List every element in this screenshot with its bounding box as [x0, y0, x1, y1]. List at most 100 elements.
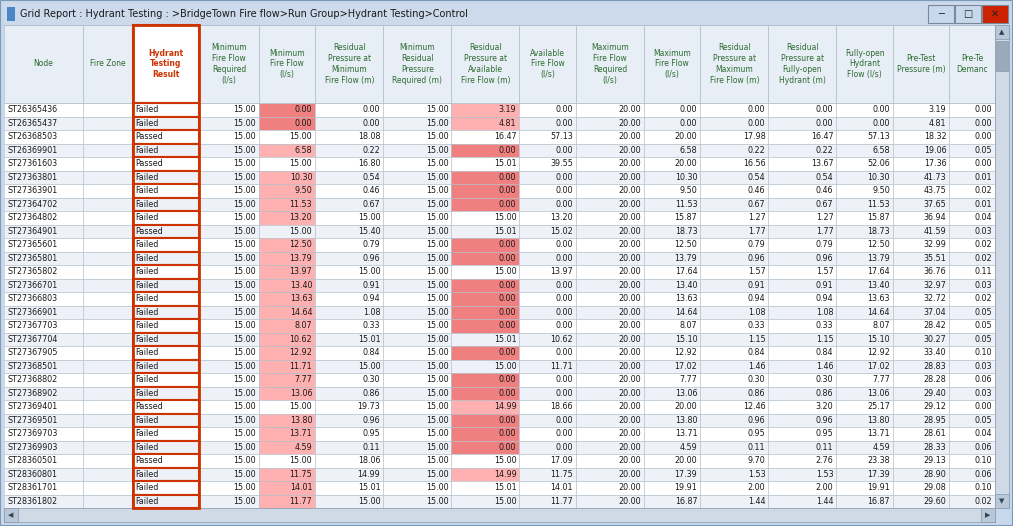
- Bar: [258, 25, 315, 103]
- Bar: [575, 373, 644, 387]
- Text: 17.64: 17.64: [675, 267, 697, 276]
- Text: 13.80: 13.80: [675, 416, 697, 425]
- Bar: [892, 211, 949, 225]
- Text: 15.00: 15.00: [290, 227, 312, 236]
- Text: Failed: Failed: [136, 186, 159, 195]
- Text: 15.00: 15.00: [233, 281, 256, 290]
- Bar: [4, 481, 83, 494]
- Bar: [520, 454, 575, 468]
- Text: 15.40: 15.40: [358, 227, 380, 236]
- Text: 0.00: 0.00: [499, 443, 517, 452]
- Text: ST27369401: ST27369401: [7, 402, 58, 411]
- Bar: [452, 346, 520, 359]
- Text: 41.73: 41.73: [924, 173, 946, 182]
- Bar: [837, 454, 892, 468]
- Bar: [892, 25, 949, 103]
- Text: 15.00: 15.00: [233, 213, 256, 222]
- Bar: [258, 494, 315, 508]
- Bar: [520, 319, 575, 332]
- Text: 32.72: 32.72: [924, 294, 946, 304]
- Bar: [83, 413, 133, 427]
- Bar: [949, 251, 995, 265]
- Bar: [892, 359, 949, 373]
- Bar: [4, 332, 83, 346]
- Text: 15.00: 15.00: [233, 173, 256, 182]
- Text: 16.87: 16.87: [867, 497, 889, 506]
- Bar: [83, 197, 133, 211]
- Bar: [452, 332, 520, 346]
- Text: 0.00: 0.00: [816, 119, 834, 128]
- Bar: [892, 427, 949, 440]
- Text: 0.00: 0.00: [555, 200, 573, 209]
- Text: ─: ─: [938, 9, 944, 19]
- Text: 1.57: 1.57: [815, 267, 834, 276]
- Bar: [575, 265, 644, 278]
- Bar: [892, 346, 949, 359]
- Bar: [83, 278, 133, 292]
- Bar: [949, 440, 995, 454]
- Text: 0.00: 0.00: [499, 173, 517, 182]
- Bar: [949, 494, 995, 508]
- Text: 0.91: 0.91: [815, 281, 834, 290]
- Bar: [520, 157, 575, 170]
- Bar: [837, 225, 892, 238]
- Bar: [949, 373, 995, 387]
- Bar: [769, 481, 837, 494]
- Text: 15.00: 15.00: [358, 497, 380, 506]
- Bar: [949, 359, 995, 373]
- Bar: [452, 184, 520, 197]
- Bar: [769, 103, 837, 116]
- Bar: [4, 346, 83, 359]
- Text: 13.79: 13.79: [675, 254, 697, 263]
- Text: 0.84: 0.84: [363, 348, 380, 357]
- Bar: [769, 265, 837, 278]
- Bar: [700, 144, 769, 157]
- Bar: [383, 481, 452, 494]
- Text: 15.00: 15.00: [425, 119, 449, 128]
- Text: 15.00: 15.00: [425, 227, 449, 236]
- Bar: [575, 413, 644, 427]
- Bar: [383, 373, 452, 387]
- Bar: [837, 332, 892, 346]
- Text: 20.00: 20.00: [618, 240, 641, 249]
- Text: Failed: Failed: [136, 375, 159, 385]
- Bar: [383, 468, 452, 481]
- Bar: [133, 170, 199, 184]
- Text: 0.00: 0.00: [499, 146, 517, 155]
- Bar: [4, 3, 1009, 25]
- Bar: [837, 373, 892, 387]
- Text: ST27367704: ST27367704: [7, 335, 58, 344]
- Text: 0.00: 0.00: [295, 105, 312, 114]
- Bar: [452, 157, 520, 170]
- Text: 57.13: 57.13: [867, 132, 889, 141]
- Bar: [4, 440, 83, 454]
- Bar: [83, 319, 133, 332]
- Text: 15.00: 15.00: [358, 267, 380, 276]
- Bar: [949, 306, 995, 319]
- Text: 15.00: 15.00: [425, 173, 449, 182]
- Text: 15.00: 15.00: [233, 456, 256, 466]
- Text: Failed: Failed: [136, 281, 159, 290]
- Bar: [520, 130, 575, 144]
- Bar: [520, 427, 575, 440]
- Bar: [83, 238, 133, 251]
- Bar: [837, 468, 892, 481]
- Bar: [949, 319, 995, 332]
- Bar: [520, 238, 575, 251]
- Bar: [700, 454, 769, 468]
- Bar: [133, 265, 199, 278]
- Bar: [837, 319, 892, 332]
- Bar: [949, 454, 995, 468]
- Text: Failed: Failed: [136, 348, 159, 357]
- Bar: [315, 494, 383, 508]
- Text: 1.15: 1.15: [815, 335, 834, 344]
- Text: 32.99: 32.99: [924, 240, 946, 249]
- Text: Failed: Failed: [136, 254, 159, 263]
- Text: 10.30: 10.30: [675, 173, 697, 182]
- Text: 15.00: 15.00: [425, 483, 449, 492]
- Text: 15.00: 15.00: [425, 443, 449, 452]
- Bar: [575, 197, 644, 211]
- Text: 29.08: 29.08: [924, 483, 946, 492]
- Bar: [644, 197, 700, 211]
- Text: 15.00: 15.00: [233, 267, 256, 276]
